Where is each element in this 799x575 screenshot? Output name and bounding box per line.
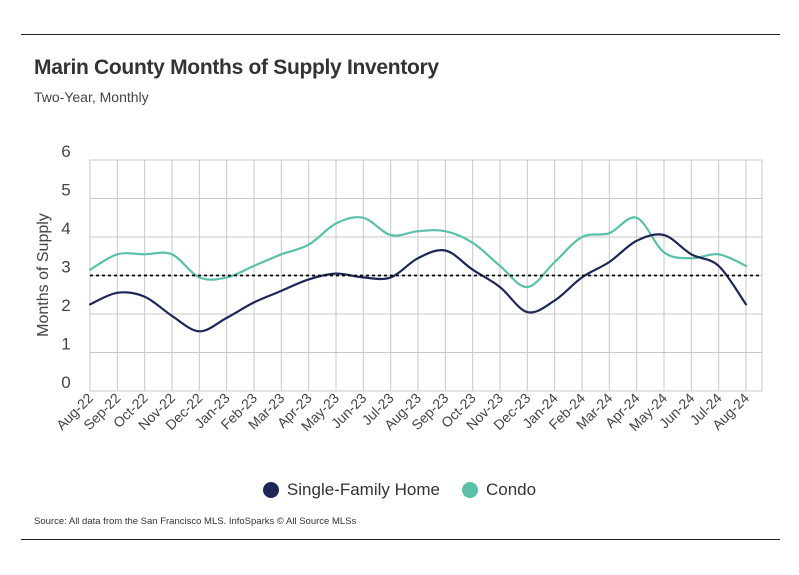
y-tick-label: 0 [61,373,70,392]
legend: Single-Family Home Condo [0,480,799,500]
line-chart: 0123456Aug-22Sep-22Oct-22Nov-22Dec-22Jan… [35,142,763,434]
y-tick-label: 6 [61,142,70,161]
top-rule [21,34,780,35]
legend-item-condo: Condo [461,480,537,500]
series-line-condo [88,216,748,289]
y-tick-label: 2 [61,296,70,315]
chart-title: Marin County Months of Supply Inventory [34,56,439,79]
y-tick-label: 3 [61,258,70,277]
series-line-single-family [88,233,748,333]
source-note: Source: All data from the San Francisco … [34,516,357,527]
y-tick-label: 4 [61,219,70,238]
legend-swatch-single-family [262,482,279,498]
y-axis-label: Months of Supply [35,213,52,337]
legend-label-single-family: Single-Family Home [286,480,440,499]
legend-item-single-family: Single-Family Home [262,480,440,500]
y-tick-label: 1 [61,335,70,354]
y-tick-label: 5 [61,181,70,200]
bottom-rule [21,539,780,540]
legend-swatch-condo [461,482,478,498]
legend-label-condo: Condo [485,480,537,499]
chart-subtitle: Two-Year, Monthly [34,89,149,105]
